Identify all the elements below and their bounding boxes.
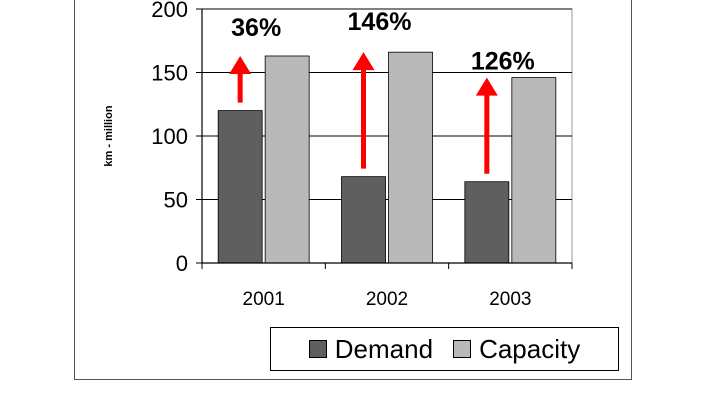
x-tick-label: 2001 — [243, 289, 285, 310]
bar-chart: 0 50 100 150 200 km - million 2001 2002 2003 36% 1… — [103, 0, 573, 310]
bar-demand-2002 — [341, 176, 386, 264]
legend-item-demand: Demand — [308, 333, 434, 365]
annotation-label: 126% — [471, 48, 535, 76]
arrow-head — [475, 77, 498, 96]
y-tick-label: 100 — [151, 124, 188, 149]
y-tick-label: 50 — [164, 188, 188, 213]
legend-label-demand: Demand — [334, 333, 434, 364]
bar-capacity-2002 — [388, 51, 433, 264]
legend-item-capacity: Capacity — [453, 334, 580, 365]
arrow-head — [352, 52, 375, 71]
legend-swatch-demand — [308, 340, 327, 358]
annotation-label: 146% — [348, 8, 412, 36]
x-tick-label: 2002 — [366, 289, 408, 310]
y-tick-label: 200 — [151, 0, 188, 22]
y-tick-label: 150 — [151, 61, 188, 86]
y-axis-label: km - million — [103, 105, 115, 166]
annotation-label: 36% — [231, 14, 281, 42]
legend-swatch-capacity — [453, 340, 472, 358]
y-tick-label: 0 — [176, 251, 188, 276]
legend: Demand Capacity — [270, 327, 619, 371]
bar-capacity-2001 — [264, 55, 310, 264]
x-tick-label: 2003 — [489, 289, 531, 310]
chart-frame: 0 50 100 150 200 km - million 2001 2002 2003 36% 1… — [74, 0, 632, 380]
arrow-head — [229, 55, 252, 74]
bar-capacity-2003 — [511, 77, 557, 264]
bar-demand-2001 — [217, 110, 263, 264]
bar-demand-2003 — [464, 181, 510, 264]
legend-label-capacity: Capacity — [479, 333, 581, 364]
